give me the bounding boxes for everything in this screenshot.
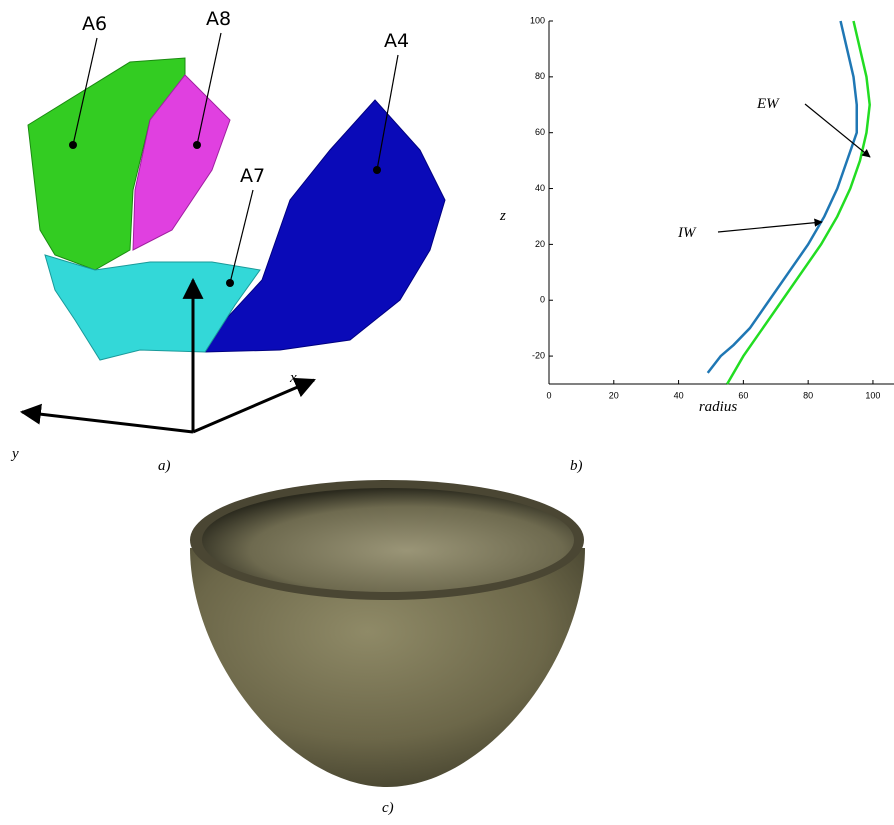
x-arrow xyxy=(193,380,314,432)
part-label: A8 xyxy=(206,8,231,30)
y-arrow xyxy=(22,412,193,432)
dot xyxy=(373,166,381,174)
line xyxy=(708,21,857,373)
fragment-a4 xyxy=(205,100,445,352)
caption: a) xyxy=(158,458,171,474)
y-tick-label: 40 xyxy=(535,183,545,193)
series-annotation: EW xyxy=(756,96,780,112)
fragments xyxy=(28,58,445,360)
part-label: A7 xyxy=(240,165,265,187)
y-tick-label: -20 xyxy=(532,350,545,360)
y-tick-label: 100 xyxy=(530,15,545,25)
dot xyxy=(226,279,234,287)
bowl xyxy=(190,480,585,787)
annotation-arrow xyxy=(805,104,870,157)
annotation-arrow xyxy=(718,222,822,232)
part-label: A6 xyxy=(82,13,107,35)
y-tick-label: 60 xyxy=(535,127,545,137)
x-tick-label: 40 xyxy=(674,390,684,400)
x-axis-label: radius xyxy=(699,399,738,415)
axis-label: y xyxy=(10,446,19,462)
x-tick-label: 100 xyxy=(865,390,880,400)
chart: 0 20 40 60 80 100 -20 0 20 40 60 80 100 IW EW xyxy=(530,15,894,400)
y-tick-label: 20 xyxy=(535,239,545,249)
series-annotation: IW xyxy=(677,225,697,241)
part-label: A4 xyxy=(384,30,409,52)
y-tick-label: 80 xyxy=(535,71,545,81)
x-tick-label: 80 xyxy=(803,390,813,400)
dot xyxy=(193,141,201,149)
y-axis-label: z xyxy=(499,208,506,224)
figure: A6 A8 A4 A7 x y a) 0 20 40 60 80 100 -20 0 20 40 6… xyxy=(0,0,894,825)
x-tick-label: 60 xyxy=(738,390,748,400)
page: A6 A8 A4 A7 x y a) 0 20 40 60 80 100 -20 0 20 40 6… xyxy=(0,0,894,825)
caption: c) xyxy=(382,800,394,816)
x-tick-label: 0 xyxy=(546,390,551,400)
caption: b) xyxy=(570,458,583,474)
x-tick-label: 20 xyxy=(609,390,619,400)
dot xyxy=(69,141,77,149)
bowl-inside xyxy=(202,488,574,592)
y-tick-label: 0 xyxy=(540,295,545,305)
axis-label: x xyxy=(289,370,297,386)
